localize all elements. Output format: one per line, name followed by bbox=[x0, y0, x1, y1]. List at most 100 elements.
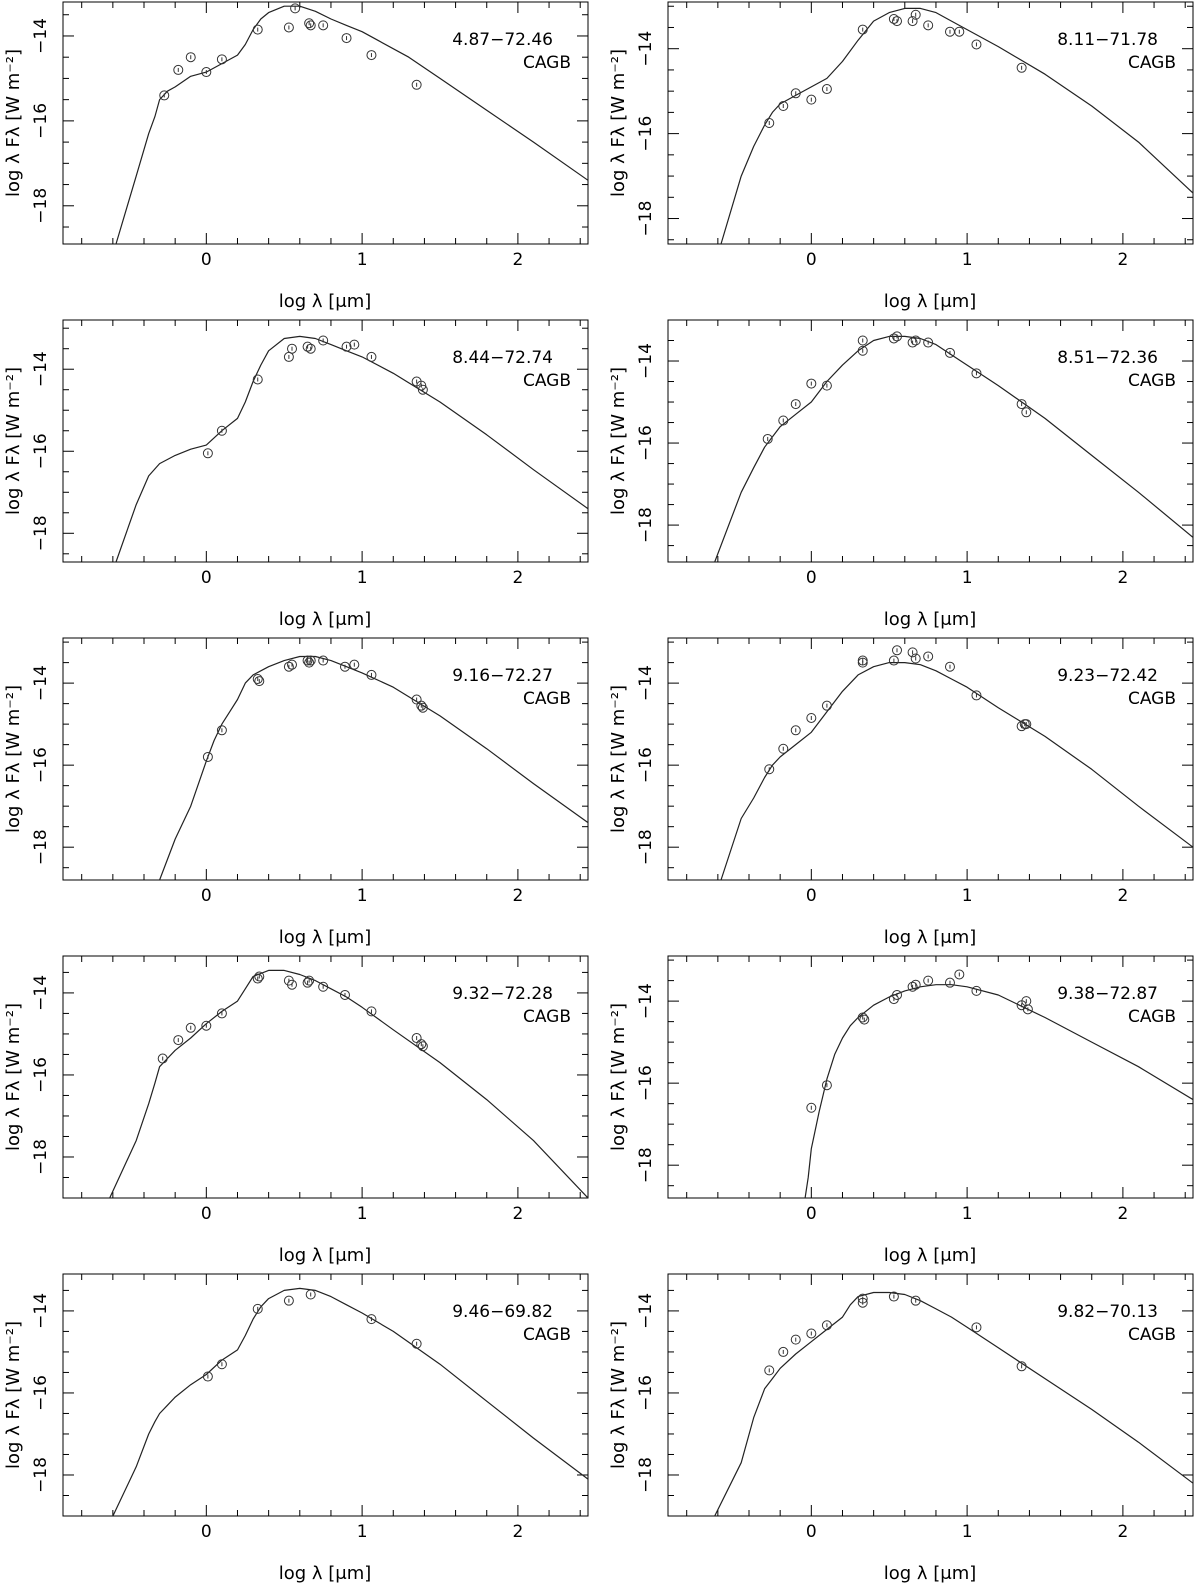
photometry-point bbox=[202, 751, 213, 762]
photometry-point bbox=[216, 725, 227, 736]
photometry-point bbox=[821, 1320, 832, 1331]
photometry-point bbox=[806, 712, 817, 723]
x-tick-label: 2 bbox=[512, 568, 523, 588]
x-tick-label: 0 bbox=[806, 568, 817, 588]
photometry-point bbox=[411, 1338, 422, 1349]
y-tick-label: −14 bbox=[31, 1293, 51, 1329]
photometry-point bbox=[349, 339, 360, 350]
photometry-point bbox=[302, 977, 313, 988]
y-tick-label: −16 bbox=[636, 1065, 656, 1101]
plot-frame bbox=[62, 319, 589, 563]
y-tick-label: −14 bbox=[636, 31, 656, 67]
photometry-point bbox=[216, 425, 227, 436]
x-tick-label: 1 bbox=[962, 1204, 973, 1224]
y-tick-label: −14 bbox=[31, 975, 51, 1011]
photometry-point bbox=[287, 979, 298, 990]
photometry-point bbox=[302, 655, 313, 666]
x-tick-label: 1 bbox=[962, 250, 973, 270]
photometry-point bbox=[201, 67, 212, 78]
photometry-point bbox=[806, 1102, 817, 1113]
photometry-point bbox=[287, 343, 298, 354]
y-axis-label: log λ Fλ [W m⁻²] bbox=[608, 685, 629, 833]
photometry-point bbox=[892, 645, 903, 656]
x-tick-label: 0 bbox=[201, 1522, 212, 1542]
y-tick-label: −18 bbox=[636, 1147, 656, 1183]
plot-area bbox=[714, 1291, 1193, 1516]
plot-frame bbox=[667, 1273, 1194, 1517]
photometry-point bbox=[790, 399, 801, 410]
y-tick-label: −16 bbox=[31, 747, 51, 783]
photometry-point bbox=[252, 374, 263, 385]
y-tick-label: −16 bbox=[636, 1375, 656, 1411]
photometry-point bbox=[923, 975, 934, 986]
star-id-label: 9.82−70.13 bbox=[1057, 1302, 1158, 1322]
x-tick-label: 1 bbox=[962, 886, 973, 906]
y-tick-label: −18 bbox=[31, 1457, 51, 1493]
photometry-point bbox=[411, 79, 422, 90]
x-tick-label: 2 bbox=[512, 1522, 523, 1542]
photometry-point bbox=[778, 415, 789, 426]
star-id-label: 9.38−72.87 bbox=[1057, 984, 1158, 1004]
star-class-label: CAGB bbox=[1128, 371, 1176, 391]
photometry-point bbox=[764, 118, 775, 128]
photometry-point bbox=[318, 981, 329, 992]
photometry-point bbox=[1022, 1004, 1033, 1015]
model-sed-curve bbox=[159, 655, 588, 880]
model-sed-curve bbox=[714, 1291, 1193, 1516]
photometry-point bbox=[201, 1020, 212, 1031]
star-id-label: 8.51−72.36 bbox=[1057, 348, 1158, 368]
photometry-point bbox=[907, 981, 918, 992]
photometry-point bbox=[857, 1297, 868, 1308]
sed-panel-1: 0 1 2 −14 −16 −18 log λ [μm] log λ Fλ [W m⁻²] 4.… bbox=[3, 1, 589, 312]
plot-area bbox=[804, 969, 1193, 1198]
photometry-point bbox=[892, 989, 903, 1000]
star-id-label: 8.44−72.74 bbox=[452, 348, 553, 368]
y-tick-label: −18 bbox=[636, 829, 656, 865]
photometry-point bbox=[971, 368, 982, 379]
x-tick-label: 1 bbox=[357, 250, 368, 270]
x-axis-label: log λ [μm] bbox=[884, 1245, 977, 1266]
x-tick-label: 1 bbox=[357, 1204, 368, 1224]
photometry-point bbox=[287, 659, 298, 670]
y-tick-label: −18 bbox=[636, 507, 656, 543]
sed-panel-2: 0 1 2 −14 −16 −18 log λ [μm] log λ Fλ [W m⁻²] 8.… bbox=[608, 1, 1194, 312]
photometry-point bbox=[764, 1365, 775, 1376]
y-tick-label: −18 bbox=[31, 188, 51, 224]
y-tick-label: −18 bbox=[31, 515, 51, 551]
photometry-point bbox=[888, 655, 899, 666]
x-axis-label: log λ [μm] bbox=[884, 609, 977, 630]
photometry-point bbox=[790, 1334, 801, 1345]
y-tick-label: −18 bbox=[31, 1139, 51, 1175]
photometry-point bbox=[954, 969, 965, 980]
photometry-point bbox=[252, 973, 263, 984]
plot-frame bbox=[667, 637, 1194, 881]
star-id-label: 9.46−69.82 bbox=[452, 1302, 553, 1322]
x-tick-label: 0 bbox=[806, 886, 817, 906]
photometry-point bbox=[821, 84, 832, 95]
y-axis-label: log λ Fλ [W m⁻²] bbox=[608, 1003, 629, 1151]
photometry-point bbox=[1016, 62, 1027, 73]
plot-area bbox=[115, 335, 588, 562]
photometry-point bbox=[252, 674, 263, 685]
photometry-point bbox=[318, 655, 329, 666]
photometry-point bbox=[159, 90, 170, 101]
photometry-point bbox=[910, 1295, 921, 1306]
photometry-point bbox=[944, 661, 955, 672]
photometry-point bbox=[302, 341, 313, 352]
photometry-point bbox=[304, 18, 315, 29]
y-axis-label: log λ Fλ [W m⁻²] bbox=[608, 367, 629, 515]
x-tick-label: 0 bbox=[201, 250, 212, 270]
model-sed-curve bbox=[109, 969, 588, 1198]
photometry-point bbox=[216, 54, 227, 65]
photometry-point bbox=[923, 651, 934, 662]
photometry-point bbox=[283, 1295, 294, 1306]
x-tick-label: 0 bbox=[806, 250, 817, 270]
plot-frame bbox=[667, 1, 1194, 245]
star-id-label: 9.23−72.42 bbox=[1057, 666, 1158, 686]
photometry-point bbox=[339, 989, 350, 1000]
model-sed-curve bbox=[115, 335, 588, 562]
photometry-point bbox=[254, 971, 265, 982]
photometry-point bbox=[806, 1328, 817, 1339]
x-tick-label: 2 bbox=[1117, 886, 1128, 906]
